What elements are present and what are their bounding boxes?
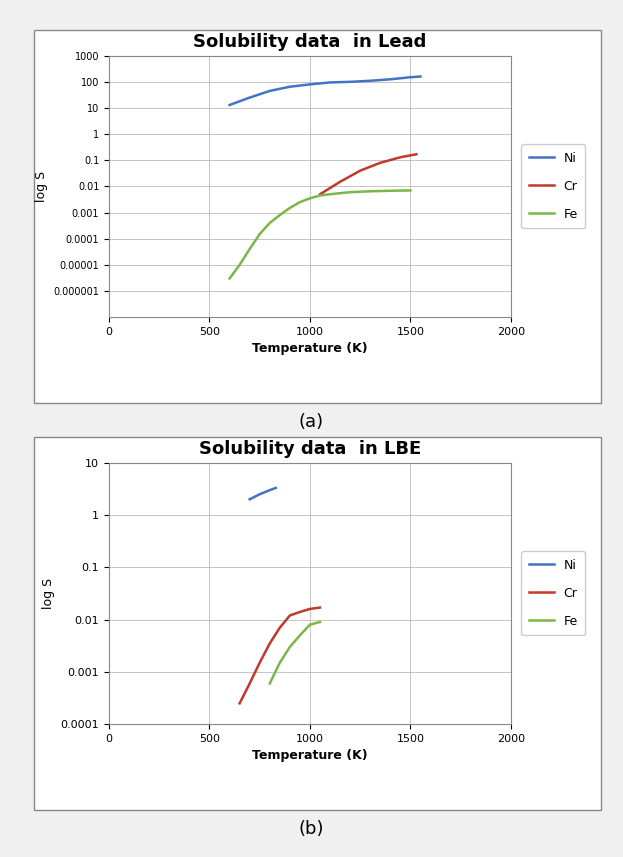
Ni: [266, 485, 273, 495]
Fe: [407, 185, 414, 195]
Fe: [336, 188, 344, 198]
Fe: [316, 617, 324, 627]
Cr: [397, 153, 404, 163]
Line: Fe: Fe: [270, 622, 320, 684]
Fe: [296, 630, 303, 640]
Fe: [366, 186, 374, 196]
Cr: [307, 604, 313, 614]
Y-axis label: log S: log S: [42, 578, 55, 609]
Cr: [296, 607, 303, 617]
Ni: [272, 482, 280, 493]
Cr: [286, 610, 293, 620]
Fe: [307, 193, 313, 203]
Fe: [296, 197, 303, 207]
Ni: [407, 72, 414, 82]
Fe: [256, 229, 264, 239]
Cr: [276, 622, 283, 632]
Y-axis label: log S: log S: [35, 171, 48, 202]
Text: (a): (a): [299, 412, 324, 431]
Fe: [346, 187, 354, 197]
Fe: [226, 273, 233, 284]
Cr: [376, 158, 384, 168]
Ni: [307, 79, 313, 89]
Ni: [286, 81, 293, 92]
Ni: [246, 494, 254, 505]
Legend: Ni, Cr, Fe: Ni, Cr, Fe: [521, 551, 586, 636]
Cr: [316, 189, 324, 200]
Fe: [266, 218, 273, 228]
Cr: [236, 698, 244, 709]
Line: Ni: Ni: [229, 76, 421, 105]
Cr: [412, 149, 420, 159]
Legend: Ni, Cr, Fe: Ni, Cr, Fe: [521, 144, 586, 229]
Ni: [326, 77, 334, 87]
Ni: [417, 71, 424, 81]
Ni: [226, 100, 233, 111]
Fe: [286, 203, 293, 213]
Title: Solubility data  in LBE: Solubility data in LBE: [199, 440, 421, 458]
Fe: [307, 620, 313, 630]
Line: Ni: Ni: [250, 488, 276, 500]
Ni: [266, 86, 273, 96]
Ni: [246, 93, 254, 103]
Text: (b): (b): [299, 819, 324, 838]
Fe: [276, 210, 283, 220]
Ni: [366, 75, 374, 86]
Cr: [336, 177, 344, 187]
Cr: [356, 165, 364, 176]
Fe: [276, 657, 283, 668]
Fe: [236, 260, 244, 270]
X-axis label: Temperature (K): Temperature (K): [252, 342, 368, 356]
Ni: [386, 75, 394, 85]
Ni: [256, 489, 264, 500]
Title: Solubility data  in Lead: Solubility data in Lead: [193, 33, 427, 51]
Fe: [286, 642, 293, 652]
Ni: [346, 77, 354, 87]
Cr: [246, 679, 254, 689]
Fe: [326, 189, 334, 200]
Fe: [246, 244, 254, 255]
Cr: [316, 602, 324, 613]
Fe: [386, 186, 394, 196]
X-axis label: Temperature (K): Temperature (K): [252, 749, 368, 763]
Cr: [256, 657, 264, 668]
Fe: [266, 679, 273, 689]
Fe: [316, 190, 324, 201]
Line: Cr: Cr: [320, 154, 416, 195]
Cr: [266, 638, 273, 649]
Line: Fe: Fe: [229, 190, 411, 279]
Line: Cr: Cr: [240, 608, 320, 704]
